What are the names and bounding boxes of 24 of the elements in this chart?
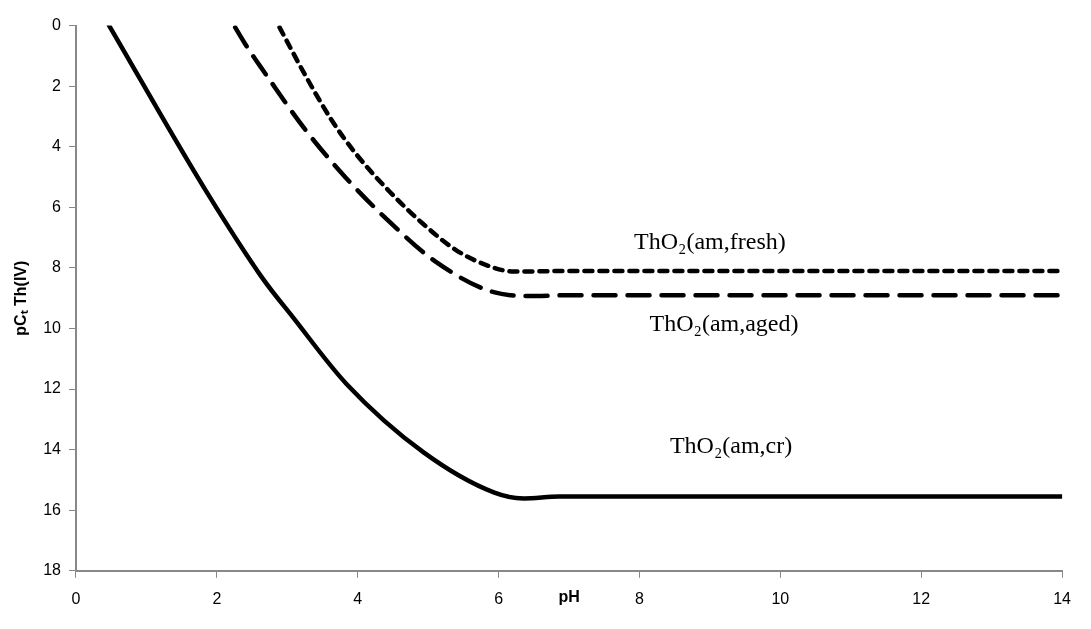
line-series [106,25,1063,501]
y-tick-label: 2 [52,76,62,94]
x-tick-label: 10 [771,589,790,607]
x-tick-label: 14 [1053,589,1072,607]
x-tick-label: 6 [494,589,504,607]
y-tick-label: 6 [52,197,62,215]
y-tick-label: 12 [43,379,62,397]
y-tick-label: 8 [52,258,62,276]
y-tick-label: 16 [43,500,62,518]
x-tick-label: 8 [635,589,645,607]
x-tick-label: 4 [353,589,363,607]
y-axis-title: pCₜ Th(IV) [12,260,30,336]
series-label: ThO₂(am,cr) [669,431,793,458]
series-label: ThO₂(am,fresh) [634,228,786,255]
y-tick-label: 4 [52,137,62,155]
x-axis-title: pH [558,588,580,606]
series-label: ThO₂(am,aged) [649,310,799,337]
y-tick-label: 18 [43,561,62,579]
x-tick-label: 12 [912,589,931,607]
x-tick-label: 2 [212,589,222,607]
x-tick-label: 0 [71,589,81,607]
y-tick-label: 14 [43,440,62,458]
y-tick-label: 0 [52,16,62,34]
y-tick-label: 10 [43,318,62,336]
